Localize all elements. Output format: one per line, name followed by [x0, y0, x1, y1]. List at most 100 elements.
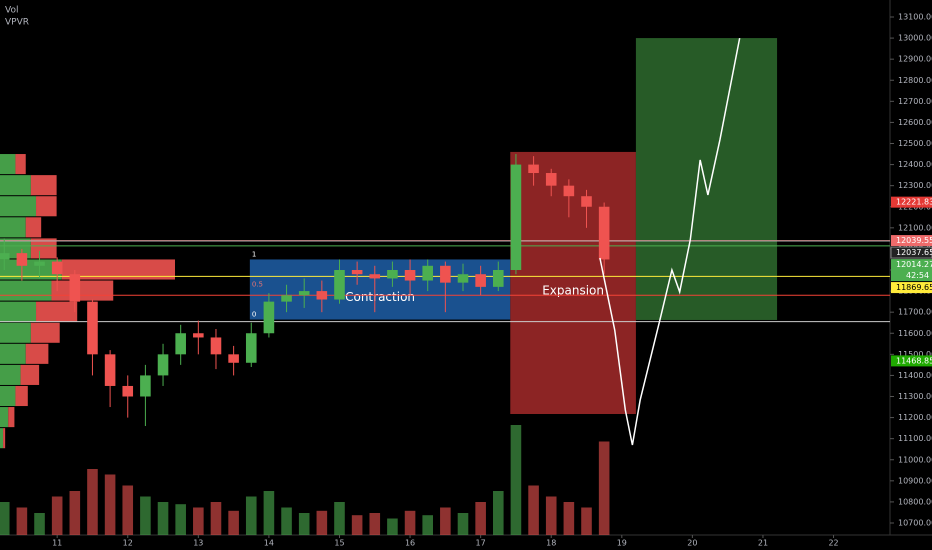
- candle-body: [245, 333, 257, 363]
- profile-sell: [36, 196, 57, 217]
- volume-bar: [528, 485, 539, 535]
- candle-body: [598, 206, 610, 260]
- y-tick-label: 12400.00: [898, 160, 932, 169]
- candle-body: [316, 291, 328, 300]
- profile-buy: [0, 217, 26, 238]
- price-tag-label: 11869.65: [896, 283, 932, 292]
- candle-body: [387, 270, 398, 279]
- y-tick-label: 12300.00: [898, 181, 932, 190]
- volume-bar: [193, 507, 204, 535]
- candle-body: [440, 265, 451, 283]
- volume-bar: [440, 507, 451, 535]
- volume-bar: [16, 507, 28, 535]
- x-tick-label: 15: [334, 539, 344, 548]
- candle-body: [492, 270, 504, 287]
- volume-bar: [387, 518, 398, 535]
- volume-bar: [263, 491, 275, 535]
- candle-body: [104, 354, 116, 386]
- volume-bar: [457, 513, 469, 535]
- candle-body: [16, 253, 28, 266]
- profile-buy: [0, 175, 31, 196]
- candle-body: [193, 333, 204, 338]
- x-tick-label: 22: [828, 539, 838, 548]
- volume-bar: [51, 496, 63, 535]
- volume-bar: [69, 491, 81, 535]
- volume-bar: [87, 469, 98, 535]
- price-tag-label: 12014.27: [896, 260, 932, 269]
- x-tick-label: 19: [617, 539, 627, 548]
- volume-bar: [210, 502, 222, 535]
- price-tag-label: 12037.65: [896, 248, 932, 257]
- volume-bar: [228, 510, 239, 535]
- price-tag: [890, 246, 932, 259]
- profile-sell: [30, 238, 57, 259]
- volume-bar: [281, 507, 292, 535]
- candle-body: [369, 274, 381, 279]
- profile-sell: [15, 154, 26, 175]
- candle-body: [545, 173, 557, 186]
- fib-label: 0: [252, 311, 256, 319]
- volume-bar: [245, 496, 257, 535]
- y-tick-label: 12700.00: [898, 97, 932, 106]
- y-tick-label: 12500.00: [898, 139, 932, 148]
- projection-line: [599, 37, 741, 446]
- y-tick-label: 10700.00: [898, 519, 932, 528]
- y-tick-label: 11000.00: [898, 455, 932, 464]
- candle-body: [334, 270, 345, 300]
- volume-bar: [510, 425, 522, 535]
- candle-body: [263, 301, 275, 334]
- price-tag: [891, 282, 932, 294]
- candle-body: [422, 265, 434, 281]
- y-tick-label: 11700.00: [898, 308, 932, 317]
- y-tick-label: 11200.00: [898, 413, 932, 422]
- profile-sell: [20, 364, 40, 385]
- candle-body: [298, 291, 310, 296]
- position-box: [635, 38, 778, 320]
- profile-sell: [25, 343, 49, 364]
- candle-body: [475, 274, 486, 287]
- x-tick-label: 14: [264, 539, 274, 548]
- volume-bar: [422, 515, 434, 535]
- y-tick-label: 12900.00: [898, 55, 932, 64]
- candle-body: [69, 274, 81, 302]
- profile-buy: [0, 364, 21, 385]
- volume-bar: [351, 515, 363, 535]
- profile-buy: [0, 259, 62, 280]
- volume-bar: [104, 474, 116, 535]
- candle-body: [175, 333, 186, 355]
- price-tag: [891, 196, 932, 208]
- price-tag: [891, 235, 932, 247]
- position-box: [249, 259, 511, 320]
- profile-sell: [51, 280, 114, 301]
- candle-body: [351, 270, 363, 275]
- y-tick-label: 11100.00: [898, 434, 932, 443]
- y-tick-label: 11400.00: [898, 371, 932, 380]
- candle-body: [51, 261, 63, 275]
- y-tick-label: 12800.00: [898, 76, 932, 85]
- y-tick-label: 10800.00: [898, 497, 932, 506]
- candle-body: [87, 301, 98, 355]
- candle-body: [281, 295, 292, 302]
- x-tick-label: 18: [546, 539, 556, 548]
- profile-buy: [0, 280, 52, 301]
- profile-buy: [0, 196, 37, 217]
- x-tick-label: 16: [405, 539, 415, 548]
- volume-bar: [545, 496, 557, 535]
- x-tick-label: 13: [193, 539, 203, 548]
- x-tick-label: 20: [687, 539, 697, 548]
- profile-sell: [61, 259, 175, 280]
- candle-body: [157, 354, 169, 376]
- candle-body: [228, 354, 239, 363]
- profile-sell: [36, 301, 78, 322]
- candle-body: [581, 196, 592, 207]
- y-tick-label: 11600.00: [898, 329, 932, 338]
- candle-body: [457, 274, 469, 283]
- volume-bar: [598, 441, 610, 535]
- fib-label: 1: [252, 250, 256, 258]
- candle-body: [210, 337, 222, 355]
- volume-bar: [492, 491, 504, 535]
- candle-body: [510, 164, 522, 270]
- volume-bar: [369, 513, 381, 535]
- y-tick-label: 12600.00: [898, 118, 932, 127]
